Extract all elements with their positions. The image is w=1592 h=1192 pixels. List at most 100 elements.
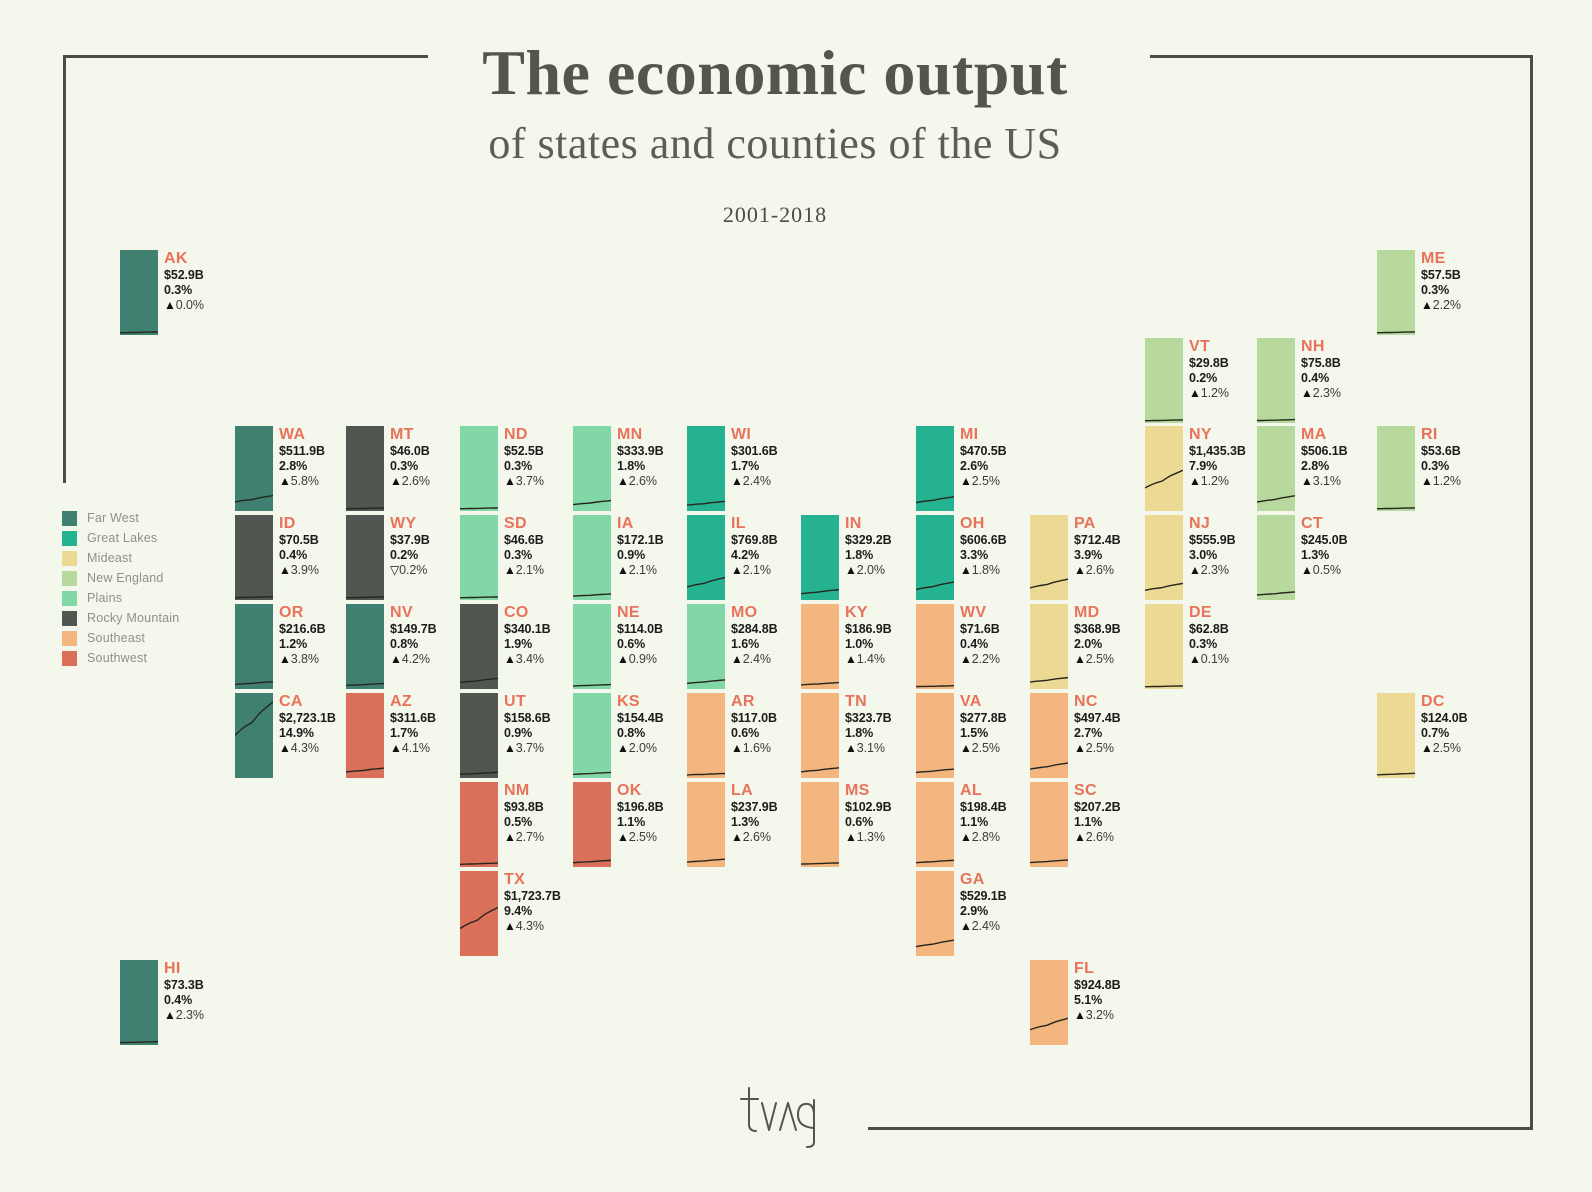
state-tile-WI[interactable]: WI $301.6B 1.7% ▲2.4% [687, 426, 917, 511]
state-tile-FL[interactable]: FL $924.8B 5.1% ▲3.2% [1030, 960, 1260, 1045]
state-tile-MN[interactable]: MN $333.9B 1.8% ▲2.6% [573, 426, 803, 511]
state-tile-NV[interactable]: NV $149.7B 0.8% ▲4.2% [346, 604, 576, 689]
legend-item-rocky[interactable]: Rocky Mountain [62, 608, 179, 628]
state-swatch-NH [1257, 338, 1295, 423]
state-tile-TX[interactable]: TX $1,723.7B 9.4% ▲4.3% [460, 871, 690, 956]
state-tile-CO[interactable]: CO $340.1B 1.9% ▲3.4% [460, 604, 690, 689]
legend-label: Mideast [87, 551, 133, 565]
state-tile-DE[interactable]: DE $62.8B 0.3% ▲0.1% [1145, 604, 1375, 689]
state-tile-SD[interactable]: SD $46.6B 0.3% ▲2.1% [460, 515, 690, 600]
trend-up-icon: ▲ [390, 474, 402, 488]
state-tile-OR[interactable]: OR $216.6B 1.2% ▲3.8% [235, 604, 465, 689]
state-growth: ▲0.9% [617, 652, 797, 667]
legend-label: Southeast [87, 631, 146, 645]
state-tile-CA[interactable]: CA $2,723.1B 14.9% ▲4.3% [235, 693, 465, 778]
state-tile-AR[interactable]: AR $117.0B 0.6% ▲1.6% [687, 693, 917, 778]
state-tile-ME[interactable]: ME $57.5B 0.3% ▲2.2% [1377, 250, 1592, 335]
sparkline-OH [916, 581, 954, 591]
legend-item-southwest[interactable]: Southwest [62, 648, 179, 668]
state-tile-NC[interactable]: NC $497.4B 2.7% ▲2.5% [1030, 693, 1260, 778]
state-tile-RI[interactable]: RI $53.6B 0.3% ▲1.2% [1377, 426, 1592, 511]
state-tile-PA[interactable]: PA $712.4B 3.9% ▲2.6% [1030, 515, 1260, 600]
state-tile-NH[interactable]: NH $75.8B 0.4% ▲2.3% [1257, 338, 1487, 423]
state-tile-CT[interactable]: CT $245.0B 1.3% ▲0.5% [1257, 515, 1487, 600]
state-code: AK [164, 250, 188, 267]
sparkline-ME [1377, 331, 1415, 334]
state-growth: ▲1.4% [845, 652, 1025, 667]
legend-item-plains[interactable]: Plains [62, 588, 179, 608]
state-share-of-us: 0.9% [617, 548, 646, 562]
trend-up-icon: ▲ [617, 563, 629, 577]
state-code: LA [731, 782, 753, 799]
state-tile-IA[interactable]: IA $172.1B 0.9% ▲2.1% [573, 515, 803, 600]
state-tile-NY[interactable]: NY $1,435.3B 7.9% ▲1.2% [1145, 426, 1375, 511]
state-growth: ▲2.3% [1189, 563, 1369, 578]
state-tile-NE[interactable]: NE $114.0B 0.6% ▲0.9% [573, 604, 803, 689]
state-tile-KY[interactable]: KY $186.9B 1.0% ▲1.4% [801, 604, 1031, 689]
sparkline-IL [687, 576, 725, 588]
state-swatch-MN [573, 426, 611, 511]
trend-up-icon: ▲ [1189, 563, 1201, 577]
legend-swatch-newengland [62, 570, 77, 586]
legend-item-mideast[interactable]: Mideast [62, 548, 179, 568]
state-tile-VA[interactable]: VA $277.8B 1.5% ▲2.5% [916, 693, 1146, 778]
trend-up-icon: ▲ [1421, 474, 1433, 488]
state-tile-KS[interactable]: KS $154.4B 0.8% ▲2.0% [573, 693, 803, 778]
legend-item-southeast[interactable]: Southeast [62, 628, 179, 648]
state-tile-MD[interactable]: MD $368.9B 2.0% ▲2.5% [1030, 604, 1260, 689]
state-tile-ND[interactable]: ND $52.5B 0.3% ▲3.7% [460, 426, 690, 511]
legend-item-farwest[interactable]: Far West [62, 508, 179, 528]
state-info: MN $333.9B 1.8% ▲2.6% [617, 426, 797, 489]
state-tile-IN[interactable]: IN $329.2B 1.8% ▲2.0% [801, 515, 1031, 600]
state-tile-MA[interactable]: MA $506.1B 2.8% ▲3.1% [1257, 426, 1487, 511]
state-info: HI $73.3B 0.4% ▲2.3% [164, 960, 344, 1023]
trend-up-icon: ▲ [504, 652, 516, 666]
trend-up-icon: ▲ [504, 919, 516, 933]
state-growth: ▲3.7% [504, 474, 684, 489]
state-output-value: $93.8B [504, 800, 544, 814]
state-tile-MT[interactable]: MT $46.0B 0.3% ▲2.6% [346, 426, 576, 511]
state-tile-DC[interactable]: DC $124.0B 0.7% ▲2.5% [1377, 693, 1592, 778]
state-info: TN $323.7B 1.8% ▲3.1% [845, 693, 1025, 756]
legend-item-greatlakes[interactable]: Great Lakes [62, 528, 179, 548]
state-tile-NM[interactable]: NM $93.8B 0.5% ▲2.7% [460, 782, 690, 867]
state-tile-OK[interactable]: OK $196.8B 1.1% ▲2.5% [573, 782, 803, 867]
sparkline-HI [120, 1041, 158, 1044]
sparkline-WI [687, 500, 725, 506]
state-tile-VT[interactable]: VT $29.8B 0.2% ▲1.2% [1145, 338, 1375, 423]
state-info: NV $149.7B 0.8% ▲4.2% [390, 604, 570, 667]
state-swatch-NY [1145, 426, 1183, 511]
sparkline-DE [1145, 685, 1183, 688]
state-tile-AL[interactable]: AL $198.4B 1.1% ▲2.8% [916, 782, 1146, 867]
state-tile-NJ[interactable]: NJ $555.9B 3.0% ▲2.3% [1145, 515, 1375, 600]
state-tile-WY[interactable]: WY $37.9B 0.2% ▽0.2% [346, 515, 576, 600]
state-tile-OH[interactable]: OH $606.6B 3.3% ▲1.8% [916, 515, 1146, 600]
state-tile-TN[interactable]: TN $323.7B 1.8% ▲3.1% [801, 693, 1031, 778]
state-swatch-NM [460, 782, 498, 867]
sparkline-CA [235, 701, 273, 736]
state-share-of-us: 3.3% [960, 548, 989, 562]
state-info: RI $53.6B 0.3% ▲1.2% [1421, 426, 1592, 489]
state-tile-LA[interactable]: LA $237.9B 1.3% ▲2.6% [687, 782, 917, 867]
trend-up-icon: ▲ [960, 919, 972, 933]
sparkline-NY [1145, 469, 1183, 489]
state-tile-WV[interactable]: WV $71.6B 0.4% ▲2.2% [916, 604, 1146, 689]
state-tile-MO[interactable]: MO $284.8B 1.6% ▲2.4% [687, 604, 917, 689]
state-tile-ID[interactable]: ID $70.5B 0.4% ▲3.9% [235, 515, 465, 600]
state-tile-UT[interactable]: UT $158.6B 0.9% ▲3.7% [460, 693, 690, 778]
state-info: MA $506.1B 2.8% ▲3.1% [1301, 426, 1481, 489]
state-tile-SC[interactable]: SC $207.2B 1.1% ▲2.6% [1030, 782, 1260, 867]
state-growth-value: 3.1% [856, 741, 885, 755]
state-tile-IL[interactable]: IL $769.8B 4.2% ▲2.1% [687, 515, 917, 600]
state-tile-AZ[interactable]: AZ $311.6B 1.7% ▲4.1% [346, 693, 576, 778]
legend-item-newengland[interactable]: New England [62, 568, 179, 588]
state-tile-MS[interactable]: MS $102.9B 0.6% ▲1.3% [801, 782, 1031, 867]
frame-line-bottom [868, 1127, 1533, 1130]
state-tile-MI[interactable]: MI $470.5B 2.6% ▲2.5% [916, 426, 1146, 511]
state-tile-GA[interactable]: GA $529.1B 2.9% ▲2.4% [916, 871, 1146, 956]
state-tile-WA[interactable]: WA $511.9B 2.8% ▲5.8% [235, 426, 465, 511]
state-tile-AK[interactable]: AK $52.9B 0.3% ▲0.0% [120, 250, 350, 335]
state-tile-HI[interactable]: HI $73.3B 0.4% ▲2.3% [120, 960, 350, 1045]
state-info: VT $29.8B 0.2% ▲1.2% [1189, 338, 1369, 401]
state-share-of-us: 1.3% [1301, 548, 1330, 562]
